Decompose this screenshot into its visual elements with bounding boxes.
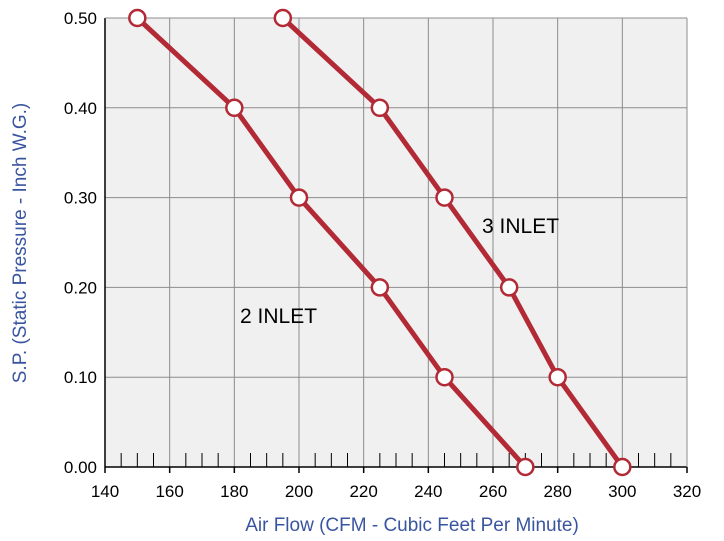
data-point (499, 278, 519, 297)
x-tick-label: 300 (608, 482, 636, 501)
y-tick-label: 0.40 (64, 99, 97, 118)
data-point (435, 367, 454, 387)
x-tick-label: 200 (285, 482, 313, 501)
x-axis-title: Air Flow (CFM - Cubic Feet Per Minute) (245, 515, 579, 536)
y-axis-title: S.P. (Static Pressure - Inch W.G.) (10, 103, 31, 384)
y-tick-label: 0.20 (64, 278, 97, 297)
x-tick-label: 260 (479, 482, 507, 501)
y-tick-label: 0.30 (64, 189, 97, 208)
x-tick-label: 220 (349, 482, 377, 501)
x-tick-label: 280 (543, 482, 571, 501)
x-tick-label: 180 (220, 482, 248, 501)
data-point (128, 8, 147, 28)
data-point (225, 98, 244, 118)
plot-area (105, 18, 687, 467)
series-lines (134, 15, 625, 470)
x-tick-label: 160 (155, 482, 183, 501)
data-point (370, 98, 390, 118)
data-point (516, 457, 535, 477)
x-tick-label: 320 (673, 482, 701, 501)
y-tick-label: 0.50 (64, 9, 97, 28)
axes (104, 17, 688, 468)
x-minor-ticks (104, 453, 688, 473)
data-point (289, 188, 309, 207)
x-tick-labels: 140 160 180 200 220 240 260 280 300 320 (91, 482, 701, 501)
data-point (273, 8, 293, 28)
series-label-2-inlet: 2 INLET (240, 305, 317, 328)
series-line-3-inlet (280, 15, 625, 470)
series-markers (128, 8, 632, 477)
data-point (548, 367, 567, 387)
x-tick-label: 140 (91, 482, 119, 501)
series-label-3-inlet: 3 INLET (482, 215, 559, 238)
y-tick-label: 0.10 (64, 368, 97, 387)
y-tick-labels: 0.00 0.10 0.20 0.30 0.40 0.50 (64, 9, 97, 477)
data-point (370, 278, 390, 297)
data-point (613, 457, 632, 477)
series-line-2-inlet (134, 15, 528, 470)
x-tick-label: 240 (414, 482, 442, 501)
y-tick-label: 0.00 (64, 458, 97, 477)
data-point (435, 188, 454, 207)
